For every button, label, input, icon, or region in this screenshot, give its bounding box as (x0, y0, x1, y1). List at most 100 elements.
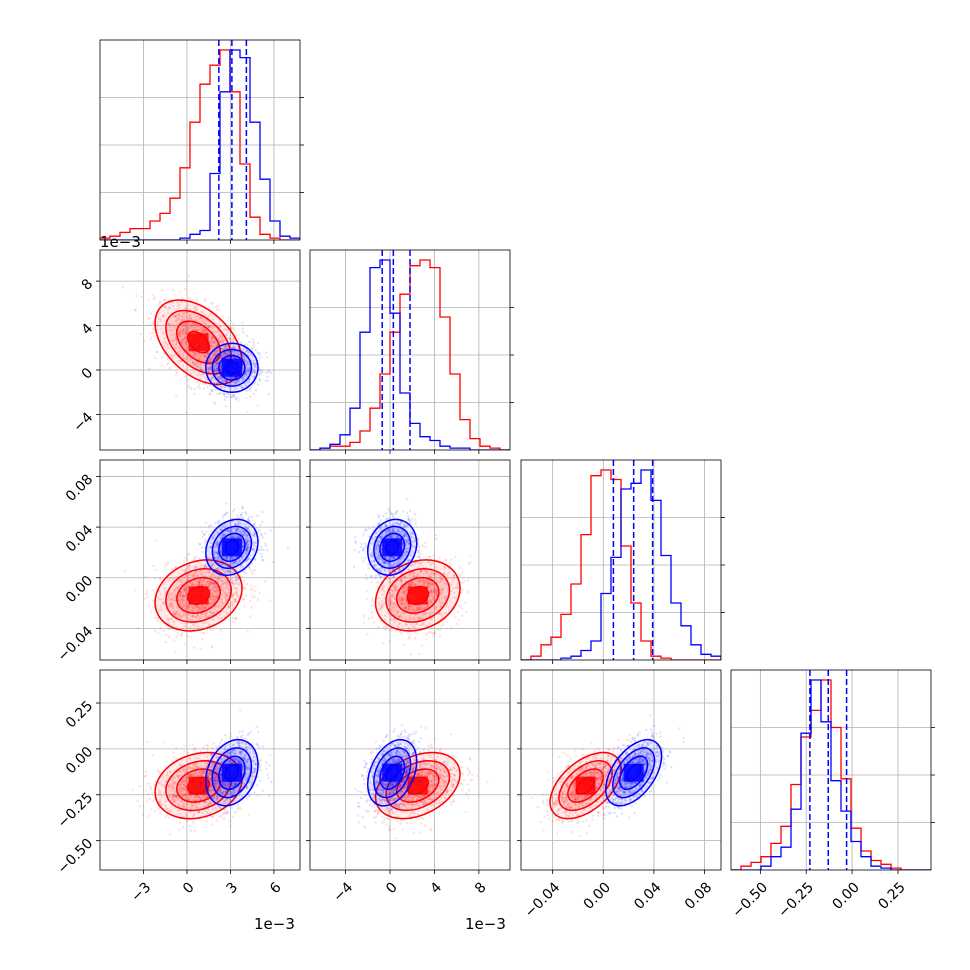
scatter-point (167, 627, 170, 630)
scatter-point (211, 348, 214, 351)
scatter-point (215, 614, 218, 618)
scatter-point (187, 316, 190, 320)
scatter-point (224, 353, 227, 356)
scatter-point (243, 532, 247, 536)
scatter-point (205, 581, 208, 584)
scatter-point (242, 377, 246, 380)
scatter-point (233, 346, 236, 349)
scatter-point (231, 536, 234, 539)
scatter-point (217, 375, 220, 379)
scatter-point (186, 607, 189, 610)
scatter-point (177, 586, 181, 589)
scatter-point (246, 540, 249, 543)
scatter-point (175, 316, 178, 319)
scatter-point (183, 604, 186, 607)
scatter-point (200, 573, 203, 577)
scatter-point (220, 353, 223, 357)
scatter-point (183, 587, 187, 590)
scatter-point (188, 568, 191, 572)
scatter-point (201, 583, 204, 587)
scatter-point (232, 389, 235, 392)
scatter-point (224, 578, 227, 581)
scatter-point (205, 612, 208, 615)
scatter-point (260, 552, 263, 556)
scatter-point (223, 352, 226, 355)
scatter-point (201, 579, 205, 582)
scatter-point (172, 595, 175, 598)
scatter-point (183, 624, 187, 628)
scatter-point (220, 601, 224, 605)
scatter-point (181, 312, 185, 315)
scatter-point (174, 314, 177, 318)
scatter-point (185, 586, 188, 589)
scatter-point (179, 591, 182, 594)
scatter-point (181, 615, 184, 618)
scatter-point (209, 588, 212, 591)
scatter-point (193, 327, 196, 330)
scatter-point (176, 615, 180, 619)
scatter-point (264, 580, 267, 583)
scatter-point (214, 305, 218, 308)
scatter-point (223, 351, 226, 354)
scatter-point (152, 297, 155, 301)
scatter-point (159, 627, 163, 630)
scatter-point (187, 577, 190, 580)
scatter-point (193, 393, 196, 396)
scatter-point (169, 333, 173, 336)
scatter-point (220, 380, 224, 383)
scatter-point (218, 353, 222, 357)
scatter-point (222, 392, 225, 395)
scatter-point (134, 308, 137, 312)
scatter-point (203, 606, 206, 609)
scatter-point (236, 528, 239, 531)
scatter-point (250, 570, 254, 573)
scatter-point (232, 380, 235, 383)
scatter-point (198, 367, 201, 370)
scatter-point (219, 340, 222, 343)
scatter-point (226, 582, 230, 585)
scatter-point (208, 583, 212, 586)
scatter-point (213, 531, 217, 534)
scatter-point (253, 589, 256, 593)
scatter-point (193, 615, 196, 619)
scatter-point (168, 605, 172, 609)
scatter-point (194, 309, 198, 312)
scatter-point (212, 381, 215, 384)
scatter-point (186, 634, 189, 638)
scatter-point (180, 318, 183, 322)
scatter-point (245, 549, 249, 553)
scatter-point (184, 621, 187, 625)
scatter-point (258, 353, 261, 356)
scatter-point (183, 595, 187, 598)
scatter-point (216, 305, 220, 309)
scatter-point (258, 528, 261, 532)
scatter-point (152, 331, 155, 334)
scatter-point (151, 293, 155, 296)
scatter-point (235, 387, 238, 390)
scatter-point (220, 580, 223, 583)
scatter-point (198, 356, 202, 359)
scatter-point (206, 621, 210, 625)
scatter-point (218, 376, 221, 379)
scatter-point (170, 356, 174, 360)
scatter-point (171, 305, 175, 308)
y-tick-label: 0.00 (63, 573, 96, 606)
scatter-point (176, 579, 179, 583)
scatter-point (410, 518, 414, 521)
scatter-point (206, 603, 210, 607)
scatter-point (241, 378, 244, 381)
scatter-point (169, 617, 173, 621)
scatter-point (260, 558, 264, 561)
scatter-point (219, 364, 222, 367)
scatter-point (174, 588, 177, 591)
scatter-point (245, 539, 249, 543)
scatter-point (203, 356, 207, 359)
scatter-point (224, 386, 227, 389)
scatter-point (175, 346, 178, 350)
scatter-point (173, 612, 176, 616)
scatter-point (211, 610, 215, 614)
scatter-point (217, 605, 220, 608)
scatter-point (216, 343, 219, 346)
scatter-point (211, 644, 214, 648)
scatter-point (224, 334, 227, 338)
